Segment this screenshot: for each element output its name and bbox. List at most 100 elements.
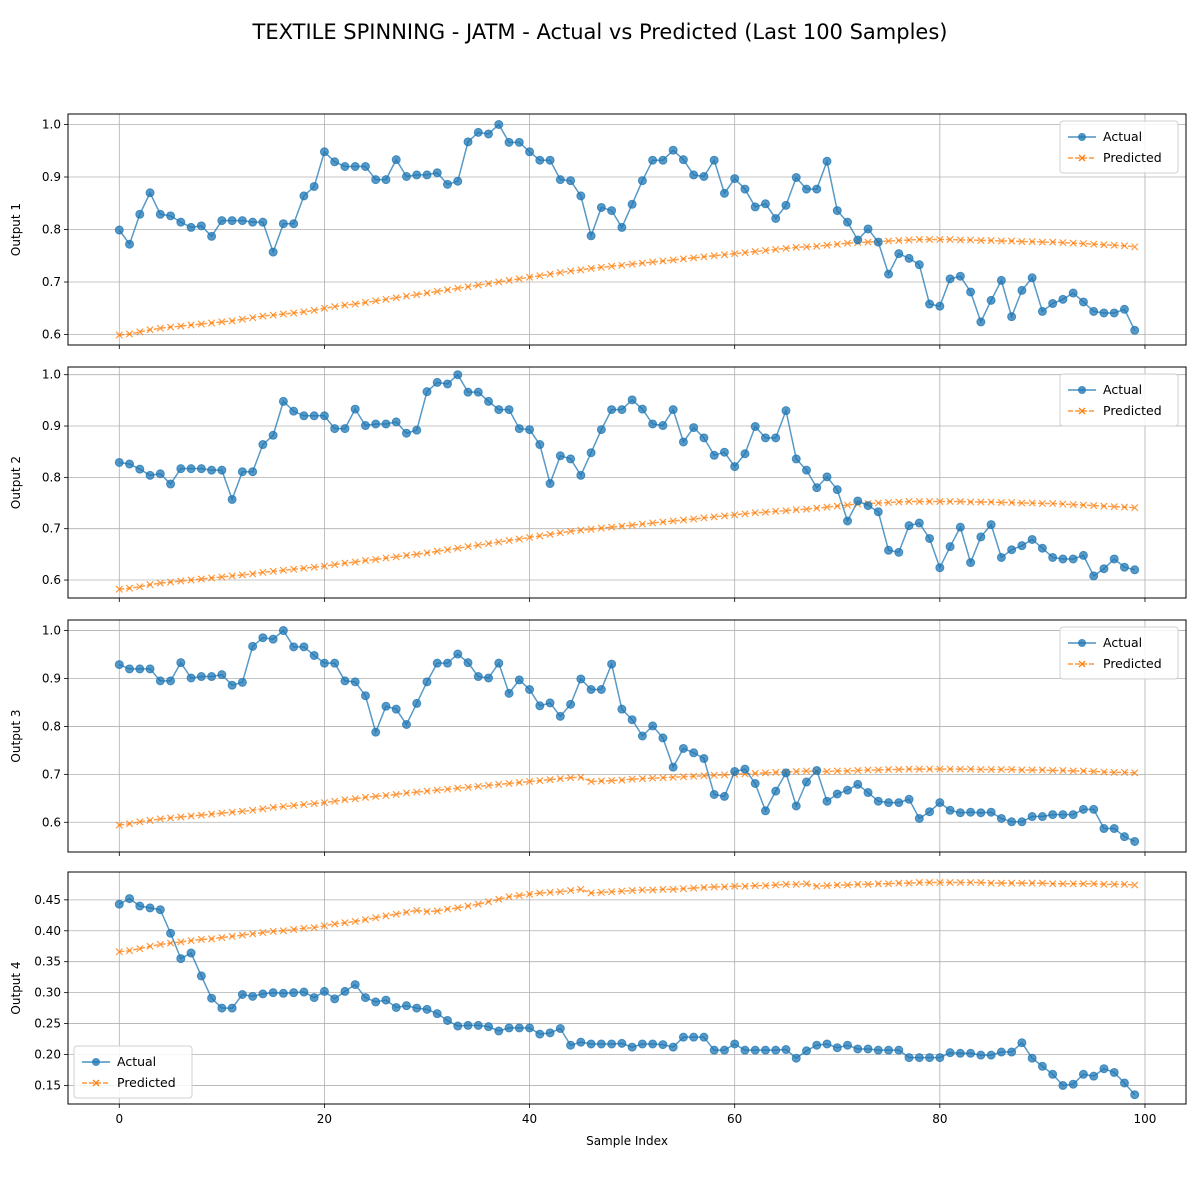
actual-point	[514, 1023, 524, 1033]
actual-point	[617, 222, 627, 232]
actual-point	[586, 685, 596, 695]
predicted-point	[679, 255, 688, 263]
predicted-point	[566, 774, 575, 782]
actual-point	[1017, 285, 1027, 295]
predicted-point	[577, 773, 585, 781]
legend-marker	[92, 1058, 100, 1066]
predicted-point	[413, 906, 421, 914]
predicted-point	[1110, 880, 1118, 888]
predicted-point	[423, 549, 431, 557]
predicted-point	[166, 578, 175, 586]
predicted-point	[987, 236, 995, 245]
predicted-point	[669, 517, 677, 525]
predicted-point	[1059, 880, 1067, 888]
predicted-point	[351, 917, 359, 926]
predicted-point	[833, 502, 841, 510]
legend-label: Actual	[1103, 382, 1142, 397]
actual-point	[1007, 545, 1017, 555]
predicted-point	[649, 519, 657, 527]
actual-point	[525, 425, 535, 435]
actual-point	[1130, 565, 1140, 575]
actual-point	[904, 253, 914, 263]
actual-point	[391, 1002, 401, 1012]
predicted-point	[1028, 879, 1036, 887]
predicted-point	[587, 889, 595, 897]
predicted-point	[1120, 880, 1129, 888]
actual-point	[125, 459, 135, 469]
y-tick-label: 0.9	[42, 419, 61, 433]
predicted-point	[464, 902, 472, 910]
actual-point	[237, 216, 247, 226]
predicted-point	[382, 554, 390, 562]
predicted-point	[987, 879, 995, 887]
actual-point	[535, 1029, 545, 1039]
actual-point	[1078, 550, 1088, 560]
actual-point	[494, 658, 504, 668]
predicted-point	[146, 816, 154, 824]
actual-point	[781, 406, 791, 416]
actual-point	[258, 633, 268, 643]
actual-point	[463, 137, 473, 147]
actual-point	[1130, 325, 1140, 335]
actual-point	[494, 1026, 504, 1036]
predicted-point	[1008, 237, 1016, 245]
predicted-point	[372, 792, 380, 801]
predicted-point	[1028, 499, 1036, 507]
predicted-point	[987, 765, 995, 774]
predicted-point	[710, 513, 718, 521]
predicted-point	[248, 806, 257, 814]
predicted-point	[597, 263, 605, 271]
actual-point	[586, 448, 596, 458]
actual-point	[381, 995, 391, 1005]
legend-marker	[1078, 154, 1086, 162]
actual-point	[422, 677, 432, 687]
predicted-point	[690, 254, 698, 262]
predicted-point	[1131, 769, 1139, 777]
actual-point	[925, 533, 935, 543]
y-tick-label: 0.15	[34, 1078, 61, 1092]
actual-point	[555, 175, 565, 185]
actual-point	[432, 1009, 442, 1019]
predicted-point	[946, 235, 954, 244]
actual-point	[217, 465, 227, 475]
actual-point	[371, 727, 381, 737]
predicted-point	[905, 879, 913, 887]
predicted-point	[248, 570, 257, 578]
actual-point	[884, 545, 894, 555]
predicted-point	[464, 783, 472, 791]
predicted-point	[843, 239, 852, 247]
actual-point	[678, 743, 688, 753]
actual-point	[689, 1032, 699, 1042]
actual-point	[432, 658, 442, 668]
predicted-point	[690, 884, 698, 892]
y-tick-label: 0.9	[42, 671, 61, 685]
predicted-point	[310, 924, 318, 932]
actual-point	[514, 137, 524, 147]
actual-point	[268, 247, 278, 257]
actual-point	[176, 954, 186, 964]
predicted-point	[1100, 502, 1108, 510]
actual-point	[1109, 554, 1119, 564]
actual-point	[422, 1004, 432, 1014]
predicted-point	[166, 323, 175, 331]
predicted-point	[136, 945, 144, 953]
actual-point	[1017, 817, 1027, 827]
actual-point	[350, 677, 360, 687]
predicted-point	[474, 782, 482, 790]
predicted-point	[372, 914, 380, 922]
predicted-point	[833, 240, 841, 248]
predicted-point	[823, 767, 831, 776]
actual-point	[678, 437, 688, 447]
predicted-point	[372, 555, 380, 564]
predicted-point	[772, 507, 780, 515]
actual-point	[566, 699, 576, 709]
predicted-point	[782, 880, 790, 888]
series-line	[119, 768, 1135, 826]
predicted-point	[423, 787, 431, 795]
actual-point	[504, 405, 514, 415]
predicted-point	[125, 584, 134, 592]
actual-point	[648, 419, 658, 429]
predicted-point	[1100, 768, 1108, 776]
actual-point	[791, 1053, 801, 1063]
actual-point	[125, 894, 135, 904]
